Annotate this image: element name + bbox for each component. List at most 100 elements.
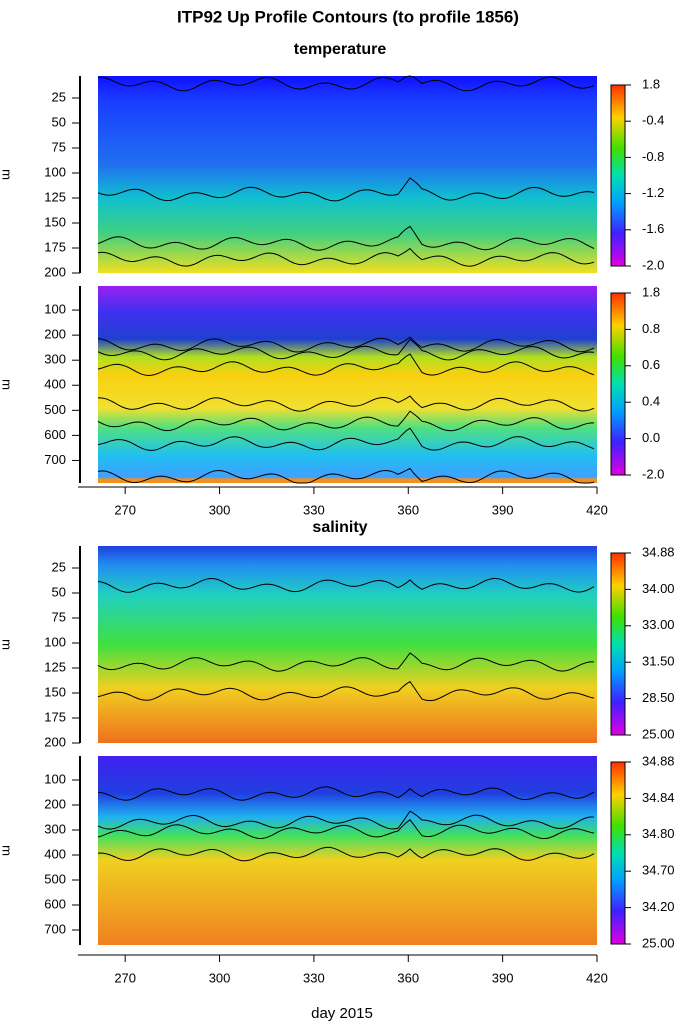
y-tick-label: 700 xyxy=(44,452,66,467)
contour-line xyxy=(97,177,595,202)
colorbar-label: 34.20 xyxy=(642,899,675,914)
colorbar-label: 34.88 xyxy=(642,544,675,559)
colorbar-label: 25.00 xyxy=(642,726,675,741)
y-tick-label: 100 xyxy=(44,634,66,649)
y-tick-label: 25 xyxy=(52,559,66,574)
y-axis-label: m xyxy=(0,169,15,180)
x-axis-label: day 2015 xyxy=(311,1005,373,1022)
x-tick-label: 330 xyxy=(303,502,325,517)
contour-line xyxy=(97,336,595,353)
colorbar-label: -0.8 xyxy=(642,149,664,164)
y-tick-label: 700 xyxy=(44,921,66,936)
y-tick-label: 300 xyxy=(44,821,66,836)
y-tick-label: 600 xyxy=(44,896,66,911)
y-tick-label: 200 xyxy=(44,264,66,279)
y-tick-label: 25 xyxy=(52,89,66,104)
x-tick-label: 300 xyxy=(209,970,231,985)
x-tick-label: 270 xyxy=(114,970,136,985)
figure-title: ITP92 Up Profile Contours (to profile 18… xyxy=(177,7,519,26)
y-tick-label: 300 xyxy=(44,352,66,367)
colorbar-label: -2.0 xyxy=(642,466,664,481)
y-tick-label: 100 xyxy=(44,771,66,786)
colorbar-label: -1.6 xyxy=(642,221,664,236)
y-axis-label: m xyxy=(0,639,15,650)
x-tick-label: 360 xyxy=(397,502,419,517)
contour-line xyxy=(97,846,595,862)
colorbar-label: 34.88 xyxy=(642,753,675,768)
panel-title: salinity xyxy=(312,519,367,536)
panel-title: temperature xyxy=(294,41,387,58)
x-tick-label: 270 xyxy=(114,502,136,517)
contour-line xyxy=(97,680,595,702)
x-tick-label: 330 xyxy=(303,970,325,985)
colorbar-label: 0.6 xyxy=(642,357,660,372)
heatmap xyxy=(98,286,597,483)
y-tick-label: 150 xyxy=(44,214,66,229)
y-tick-label: 150 xyxy=(44,684,66,699)
contour-line xyxy=(97,652,594,672)
colorbar-label: 25.00 xyxy=(642,935,675,950)
y-tick-label: 75 xyxy=(52,139,66,154)
x-tick-label: 390 xyxy=(492,502,514,517)
x-tick-label: 360 xyxy=(397,970,419,985)
contour-line xyxy=(97,353,595,377)
contour-line xyxy=(97,786,595,801)
colorbar xyxy=(610,292,626,476)
colorbar-label: 34.80 xyxy=(642,826,675,841)
colorbar-label: 31.50 xyxy=(642,654,675,669)
x-tick-label: 390 xyxy=(492,970,514,985)
colorbar-label: -2.0 xyxy=(642,257,664,272)
y-tick-label: 125 xyxy=(44,659,66,674)
y-tick-label: 400 xyxy=(44,846,66,861)
heatmap xyxy=(98,756,597,945)
colorbar-label: -0.4 xyxy=(642,113,664,128)
colorbar-label: 34.84 xyxy=(642,790,675,805)
colorbar-label: 1.8 xyxy=(642,76,660,91)
contour-line xyxy=(97,247,595,267)
contour-line xyxy=(97,577,595,593)
y-tick-label: 125 xyxy=(44,189,66,204)
contour-line xyxy=(97,467,595,484)
y-tick-label: 500 xyxy=(44,871,66,886)
y-tick-label: 75 xyxy=(52,609,66,624)
colorbar xyxy=(610,552,626,736)
y-tick-label: 50 xyxy=(52,584,66,599)
colorbar-label: 1.8 xyxy=(642,284,660,299)
contour-line xyxy=(97,818,595,840)
contour-line xyxy=(97,338,595,361)
colorbar xyxy=(610,761,626,945)
contour-line xyxy=(97,427,595,451)
colorbar-label: 33.00 xyxy=(642,617,675,632)
colorbar-label: 34.70 xyxy=(642,863,675,878)
heatmap xyxy=(98,76,597,273)
colorbar-label: 0.4 xyxy=(642,394,660,409)
contour-line xyxy=(97,810,594,830)
y-tick-label: 175 xyxy=(44,709,66,724)
y-tick-label: 175 xyxy=(44,239,66,254)
y-tick-label: 50 xyxy=(52,114,66,129)
contour-line xyxy=(97,225,595,251)
y-tick-label: 200 xyxy=(44,327,66,342)
y-tick-label: 100 xyxy=(44,164,66,179)
contour-line xyxy=(97,410,595,432)
x-tick-label: 420 xyxy=(586,970,608,985)
colorbar-label: 0.0 xyxy=(642,430,660,445)
y-axis-label: m xyxy=(0,845,15,856)
y-tick-label: 600 xyxy=(44,427,66,442)
y-axis-label: m xyxy=(0,379,15,390)
x-tick-label: 420 xyxy=(586,502,608,517)
heatmap xyxy=(98,546,597,743)
colorbar-label: -1.2 xyxy=(642,185,664,200)
contour-line xyxy=(98,75,595,92)
y-tick-label: 400 xyxy=(44,377,66,392)
colorbar-label: 28.50 xyxy=(642,690,675,705)
x-tick-label: 300 xyxy=(209,502,231,517)
y-tick-label: 500 xyxy=(44,402,66,417)
contour-line xyxy=(97,395,595,412)
colorbar xyxy=(610,84,626,267)
y-tick-label: 100 xyxy=(44,301,66,316)
colorbar-label: 34.00 xyxy=(642,581,675,596)
y-tick-label: 200 xyxy=(44,796,66,811)
y-tick-label: 200 xyxy=(44,734,66,749)
